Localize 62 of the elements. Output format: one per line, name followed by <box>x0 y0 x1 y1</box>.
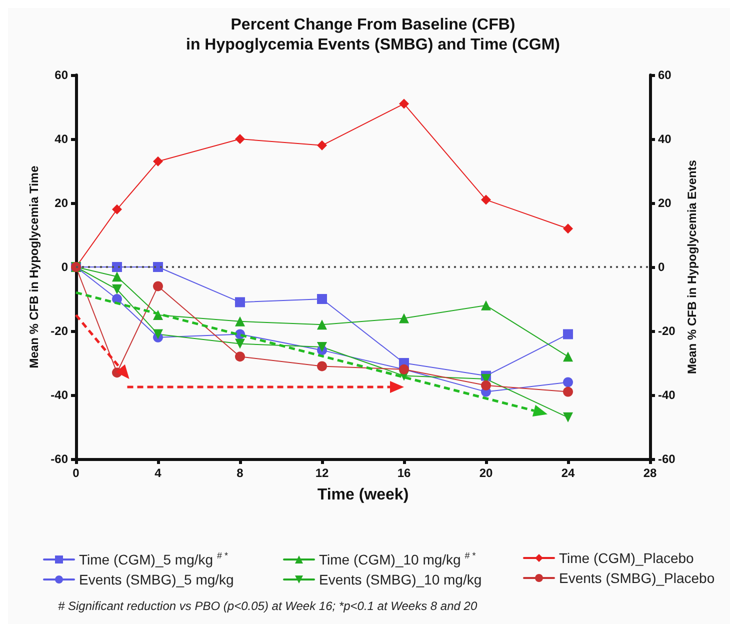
x-axis-title: Time (week) <box>317 486 409 504</box>
legend-label: Events (SMBG)_10 mg/kg <box>319 572 482 588</box>
y2-tick-label: -20 <box>658 324 676 338</box>
point <box>481 300 491 310</box>
point <box>317 294 327 304</box>
point <box>235 352 245 362</box>
text: # Significant reduction vs PBO (p<0.05) at Week 16; *p<0.1 at Weeks 8 and 20 <box>58 599 478 613</box>
y-tick-label: 60 <box>54 68 68 82</box>
point <box>317 320 327 330</box>
x-tick-label: 24 <box>561 466 575 480</box>
chart-title: Percent Change From Baseline (CFB) in Hypoglycemia Events (SMBG) and Time (CGM) <box>186 16 560 54</box>
x-tick-label: 12 <box>315 466 329 480</box>
point <box>563 224 573 234</box>
x-tick-label: 20 <box>479 466 493 480</box>
x-tick-label: 16 <box>397 466 411 480</box>
point <box>563 377 573 388</box>
point <box>235 297 245 308</box>
x-tick-label: 28 <box>643 466 657 480</box>
legend-label: Events (SMBG)_5 mg/kg <box>79 572 234 588</box>
y-tick-label: 0 <box>61 260 68 274</box>
y2-tick-label: 40 <box>658 132 672 146</box>
y-tick-label: -40 <box>50 388 68 402</box>
y-tick-label: -20 <box>50 324 68 338</box>
point <box>153 262 163 272</box>
y-tick-label: 20 <box>54 196 68 210</box>
y2-tick-label: 60 <box>658 68 672 82</box>
point <box>563 352 573 362</box>
point <box>112 284 122 294</box>
y2-tick-label: 0 <box>658 260 665 274</box>
point <box>563 329 573 340</box>
y2-tick-label: 20 <box>658 196 672 210</box>
point <box>481 380 491 390</box>
point <box>399 313 409 324</box>
point <box>153 156 163 166</box>
point <box>153 329 163 340</box>
y-axis-title: Mean % CFB in Hypoglycemia Time <box>26 165 41 368</box>
point <box>112 272 122 282</box>
x-tick-label: 8 <box>236 466 244 480</box>
point <box>153 281 163 292</box>
point <box>112 262 122 272</box>
y2-tick-label: -60 <box>658 452 676 466</box>
legend-label: Time (CGM)_10 mg/kg # * <box>319 550 476 568</box>
y-tick-label: 40 <box>54 132 68 146</box>
legend-label: Events (SMBG)_Placebo <box>559 570 715 586</box>
point <box>563 412 573 422</box>
point <box>235 316 245 326</box>
point <box>399 98 409 109</box>
point <box>317 361 327 372</box>
x-tick-label: 0 <box>72 466 80 480</box>
point <box>317 342 327 352</box>
y2-tick-label: -40 <box>658 388 676 402</box>
y-tick-label: -60 <box>50 452 68 466</box>
y2-axis-title: Mean % CFB in Hypoglycemia Events <box>685 160 700 374</box>
point <box>235 134 245 144</box>
point <box>563 386 573 397</box>
point <box>235 338 245 349</box>
x-tick-label: 4 <box>154 466 162 480</box>
point <box>317 140 327 150</box>
point <box>112 204 122 214</box>
legend-label: Time (CGM)_5 mg/kg # * <box>79 550 228 568</box>
point <box>481 194 491 205</box>
legend-label: Time (CGM)_Placebo <box>559 550 694 566</box>
